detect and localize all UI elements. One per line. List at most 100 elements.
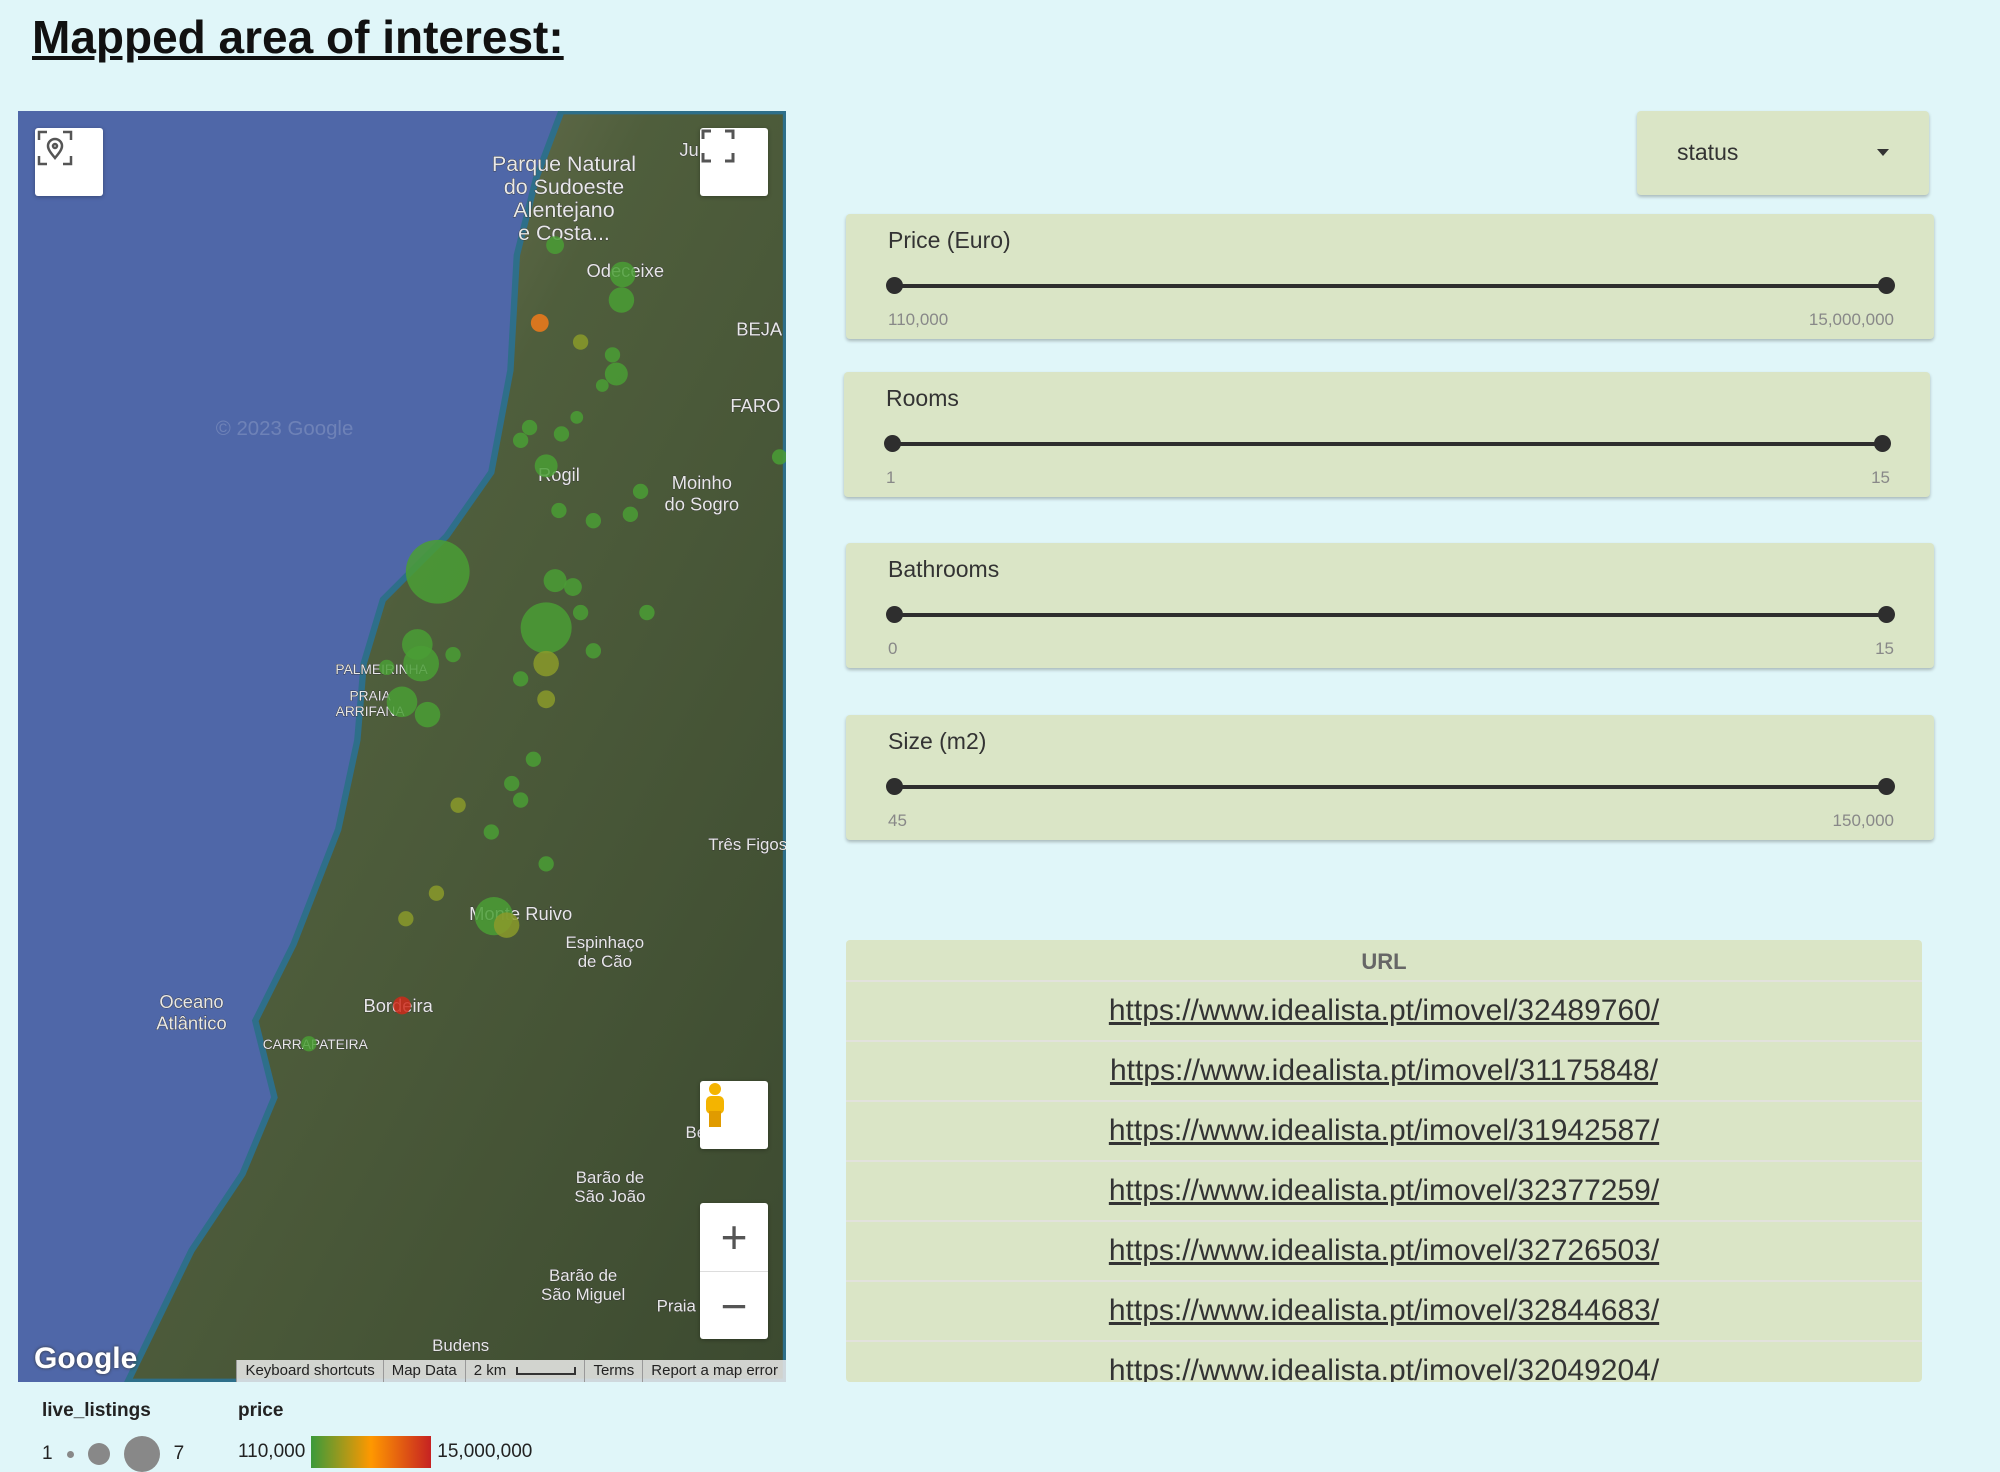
status-dropdown[interactable]: status — [1637, 111, 1929, 195]
location-pin-icon — [37, 130, 73, 166]
table-row: https://www.idealista.pt/imovel/32844683… — [846, 1280, 1922, 1340]
listing-marker[interactable] — [604, 347, 621, 363]
listing-marker[interactable] — [570, 410, 584, 424]
report-map-error-link[interactable]: Report a map error — [642, 1360, 786, 1382]
map-data-link[interactable]: Map Data — [382, 1360, 465, 1382]
listing-marker[interactable] — [520, 602, 572, 654]
listing-marker[interactable] — [445, 646, 461, 663]
slider-label: Rooms — [886, 385, 959, 411]
listing-marker[interactable] — [572, 604, 589, 621]
price-legend-title: price — [238, 1400, 284, 1421]
street-view-pegman-button[interactable] — [700, 1081, 768, 1149]
listing-marker[interactable] — [525, 751, 542, 767]
listing-marker[interactable] — [585, 513, 602, 529]
listing-marker[interactable] — [379, 659, 395, 676]
range-slider-min-handle[interactable] — [886, 606, 903, 623]
listing-marker[interactable] — [546, 236, 565, 255]
range-slider-track[interactable] — [894, 785, 1886, 789]
map-place-label: São João — [574, 1187, 645, 1206]
listing-marker[interactable] — [639, 604, 655, 621]
listing-marker[interactable] — [604, 362, 628, 386]
range-slider-track[interactable] — [892, 442, 1882, 446]
range-slider-max-handle[interactable] — [1878, 778, 1895, 795]
listing-marker[interactable] — [595, 379, 609, 392]
listing-marker[interactable] — [450, 797, 466, 813]
listing-marker[interactable] — [504, 775, 520, 792]
map[interactable]: Parque Natural do Sudoeste Alentejano e Cos… — [18, 111, 786, 1382]
size-circle-medium — [87, 1443, 110, 1465]
listing-marker[interactable] — [564, 578, 582, 596]
map-place-label: São Miguel — [541, 1285, 625, 1304]
listing-marker[interactable] — [386, 686, 418, 718]
table-row: https://www.idealista.pt/imovel/32726503… — [846, 1220, 1922, 1280]
land-area — [124, 111, 786, 1382]
listing-marker[interactable] — [530, 314, 549, 332]
slider-label: Bathrooms — [888, 556, 1000, 582]
slider-card-bathrooms: Bathrooms 0 15 — [846, 543, 1934, 668]
range-slider-min-handle[interactable] — [886, 277, 903, 294]
listing-marker[interactable] — [512, 792, 529, 808]
my-location-button[interactable] — [35, 128, 103, 196]
range-slider-track[interactable] — [894, 284, 1886, 288]
google-logo: Google — [34, 1342, 138, 1375]
listing-marker[interactable] — [553, 426, 570, 442]
listing-url-link[interactable]: https://www.idealista.pt/imovel/32049204… — [1108, 1354, 1660, 1382]
listing-marker[interactable] — [405, 539, 470, 604]
listing-marker[interactable] — [398, 911, 414, 927]
map-place-label: PRAIA — [349, 689, 391, 704]
keyboard-shortcuts-link[interactable]: Keyboard shortcuts — [236, 1360, 382, 1382]
listing-marker[interactable] — [301, 1036, 317, 1052]
listing-url-link[interactable]: https://www.idealista.pt/imovel/32489760… — [1108, 994, 1660, 1027]
slider-min-value: 0 — [888, 639, 898, 658]
listing-url-link[interactable]: https://www.idealista.pt/imovel/31942587… — [1108, 1114, 1660, 1147]
listing-url-link[interactable]: https://www.idealista.pt/imovel/32377259… — [1108, 1174, 1660, 1207]
price-legend-min: 110,000 — [238, 1441, 306, 1462]
listing-marker[interactable] — [534, 454, 558, 478]
listing-marker[interactable] — [512, 671, 529, 687]
range-slider-min-handle[interactable] — [886, 778, 903, 795]
map-place-label: Parque Natural — [492, 152, 636, 176]
slider-label: Size (m2) — [888, 728, 987, 754]
listing-url-link[interactable]: https://www.idealista.pt/imovel/32726503… — [1108, 1234, 1660, 1267]
listing-marker[interactable] — [771, 449, 786, 465]
listing-marker[interactable] — [538, 856, 554, 872]
range-slider-max-handle[interactable] — [1878, 606, 1895, 623]
size-legend-max: 7 — [173, 1443, 185, 1464]
range-slider-min-handle[interactable] — [884, 435, 901, 452]
listing-marker[interactable] — [414, 701, 441, 728]
listing-marker[interactable] — [632, 483, 649, 500]
map-place-label: Barão de — [549, 1266, 617, 1285]
listing-marker[interactable] — [572, 334, 589, 350]
listing-marker[interactable] — [622, 506, 639, 522]
listing-marker[interactable] — [428, 885, 445, 901]
listing-marker[interactable] — [551, 502, 567, 519]
map-place-label: Barão de — [576, 1168, 644, 1187]
page-title: Mapped area of interest: — [32, 11, 564, 63]
fullscreen-button[interactable] — [700, 128, 768, 196]
listing-marker[interactable] — [533, 650, 559, 677]
listing-marker[interactable] — [608, 287, 635, 313]
range-slider-track[interactable] — [894, 613, 1886, 617]
listing-marker[interactable] — [393, 996, 411, 1015]
listing-marker[interactable] — [483, 824, 499, 840]
listing-marker[interactable] — [537, 690, 556, 709]
range-slider-max-handle[interactable] — [1878, 277, 1895, 294]
caret-down-icon — [1877, 149, 1889, 156]
url-table: URL https://www.idealista.pt/imovel/3248… — [846, 940, 1922, 1382]
listing-url-link[interactable]: https://www.idealista.pt/imovel/31175848… — [1109, 1054, 1659, 1087]
listing-marker[interactable] — [543, 569, 567, 593]
listing-marker[interactable] — [512, 432, 529, 448]
terms-link[interactable]: Terms — [584, 1360, 642, 1382]
zoom-in-button[interactable]: + — [700, 1203, 768, 1272]
zoom-out-button[interactable]: − — [720, 1279, 748, 1332]
listing-marker[interactable] — [521, 419, 538, 436]
listing-marker[interactable] — [609, 261, 636, 288]
listing-marker[interactable] — [403, 645, 439, 682]
listing-marker[interactable] — [493, 912, 520, 938]
map-place-label: Alentejano — [513, 198, 614, 222]
map-place-label: Oceano — [159, 991, 223, 1012]
listing-url-link[interactable]: https://www.idealista.pt/imovel/32844683… — [1108, 1294, 1660, 1327]
listing-marker[interactable] — [585, 643, 602, 659]
range-slider-max-handle[interactable] — [1874, 435, 1891, 452]
